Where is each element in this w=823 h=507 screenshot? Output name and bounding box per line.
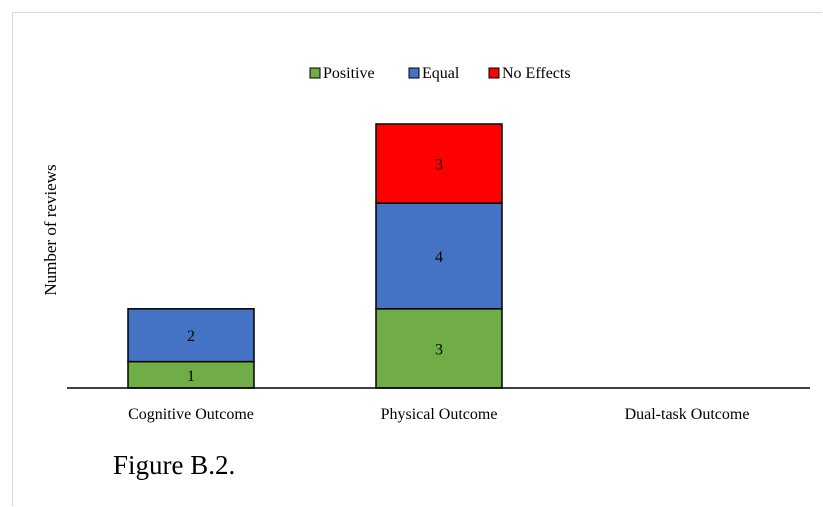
chart-frame (12, 12, 822, 506)
data-label-cognitive-outcome-equal: 2 (187, 328, 195, 345)
x-tick-label-cognitive-outcome: Cognitive Outcome (128, 406, 254, 423)
legend-swatch-positive (309, 67, 321, 79)
legend-label-positive: Positive (323, 65, 375, 82)
legend-swatch-equal (408, 67, 420, 79)
legend-label-equal: Equal (422, 65, 460, 82)
x-tick-label-physical-outcome: Physical Outcome (381, 406, 498, 423)
data-label-physical-outcome-no-effects: 3 (435, 157, 443, 174)
data-label-cognitive-outcome-positive: 1 (187, 368, 195, 385)
bar-physical-outcome-no-effects (375, 123, 503, 204)
data-label-physical-outcome-positive: 3 (435, 341, 443, 358)
legend-label-no-effects: No Effects (502, 65, 571, 82)
data-label-physical-outcome-equal: 4 (435, 249, 443, 266)
figure-caption: Figure B.2. (113, 450, 236, 480)
bar-cognitive-outcome-equal (127, 308, 255, 363)
legend-swatch-no-effects (488, 67, 500, 79)
x-tick-label-dual-task-outcome: Dual-task Outcome (625, 406, 750, 423)
y-axis-title: Number of reviews (41, 164, 60, 295)
